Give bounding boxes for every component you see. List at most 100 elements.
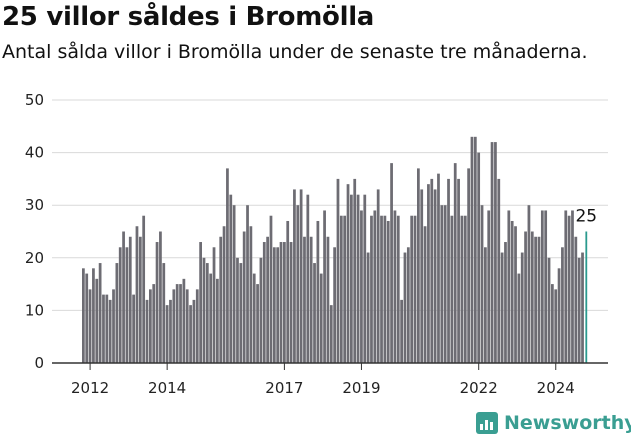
bar [316, 220, 320, 363]
bar [162, 263, 166, 363]
bar [450, 215, 454, 363]
bar [283, 242, 286, 363]
bar [95, 278, 99, 363]
bar [551, 284, 554, 363]
bar [430, 178, 434, 363]
bar [179, 284, 182, 363]
bar [527, 205, 531, 363]
y-tick-label: 40 [25, 144, 44, 162]
bar [353, 178, 357, 363]
bar [115, 263, 119, 363]
bar [132, 294, 135, 363]
bar [82, 268, 85, 363]
bar [296, 205, 300, 363]
bar [460, 215, 464, 363]
bar [326, 236, 330, 363]
bar [360, 210, 363, 363]
bar [142, 215, 146, 363]
x-tick-label: 2019 [342, 379, 380, 397]
bar [386, 220, 390, 363]
bar [339, 215, 343, 363]
bar [514, 226, 517, 363]
bar [242, 231, 246, 363]
bar [185, 289, 189, 363]
bar [534, 236, 537, 363]
bar [145, 299, 149, 363]
bar [510, 220, 514, 363]
chart-title: 25 villor såldes i Bromölla [2, 2, 375, 32]
bar [286, 220, 290, 363]
bar [356, 194, 360, 363]
bar [289, 242, 293, 363]
bar [413, 215, 417, 363]
bar [540, 210, 544, 363]
bar [246, 205, 249, 363]
newsworthy-logo: Newsworthy [476, 407, 631, 439]
bar [125, 247, 129, 363]
bar [112, 289, 115, 363]
bar [363, 194, 367, 363]
bar [564, 210, 568, 363]
bar [400, 299, 403, 363]
bar [105, 294, 109, 363]
bar [473, 136, 477, 363]
y-tick-label: 50 [25, 91, 44, 109]
bar [433, 189, 437, 363]
bar [216, 278, 219, 363]
bar [329, 305, 333, 363]
chart-subtitle: Antal sålda villor i Bromölla under de s… [2, 41, 588, 63]
bar [507, 210, 511, 363]
bar [567, 215, 571, 363]
bar [470, 136, 474, 363]
labels: 25 [575, 207, 597, 227]
bar [98, 263, 102, 363]
bar [276, 247, 280, 363]
bar [102, 294, 105, 363]
bar [423, 226, 427, 363]
bar [182, 278, 186, 363]
bar [199, 242, 202, 363]
bar [135, 226, 139, 363]
bar [520, 252, 524, 363]
bar [366, 252, 370, 363]
bar [108, 299, 112, 363]
bar [500, 252, 504, 363]
bar [209, 273, 213, 363]
bar [169, 299, 172, 363]
bar [490, 142, 494, 363]
bar [155, 242, 159, 363]
bar [309, 236, 313, 363]
bar [484, 247, 487, 363]
y-tick-label: 20 [25, 249, 44, 267]
y-tick-label: 10 [25, 301, 44, 319]
bar [306, 194, 310, 363]
bar [396, 215, 400, 363]
bar [403, 252, 407, 363]
y-tick-label: 30 [25, 196, 44, 214]
bar [427, 184, 430, 363]
bar [571, 210, 574, 363]
bar [343, 215, 347, 363]
bar [574, 236, 578, 363]
bar [557, 268, 561, 363]
bar [266, 236, 269, 363]
bar [165, 305, 169, 363]
bar [202, 257, 206, 363]
bar [467, 168, 470, 363]
bar [85, 273, 89, 363]
bar-latest [585, 231, 588, 363]
bar [269, 215, 273, 363]
bar [149, 289, 152, 363]
bar [554, 289, 558, 363]
bar [373, 210, 377, 363]
bar [463, 215, 467, 363]
bar [537, 236, 541, 363]
bar [581, 252, 584, 363]
bar [222, 226, 226, 363]
bar [313, 263, 316, 363]
bar [453, 163, 457, 363]
bar [544, 210, 548, 363]
bar [226, 168, 229, 363]
bar [383, 215, 387, 363]
